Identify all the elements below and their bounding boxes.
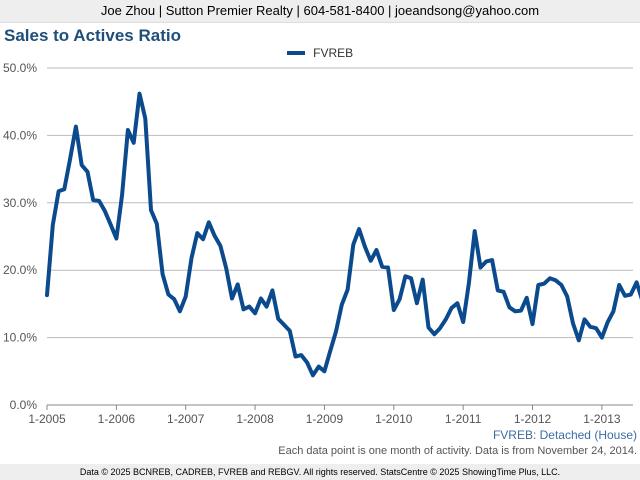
data-note: Each data point is one month of activity… <box>278 445 637 457</box>
contact-text: Joe Zhou | Sutton Premier Realty | 604-5… <box>100 3 540 18</box>
x-tick-label: 1-2013 <box>583 412 621 426</box>
chart-title: Sales to Actives Ratio <box>4 26 181 45</box>
footer-text: Data © 2025 BCNREB, CADREB, FVREB and RE… <box>79 467 561 477</box>
y-tick-label: 30.0% <box>3 196 37 210</box>
legend-label: FVREB <box>313 46 354 60</box>
y-tick-label: 0.0% <box>10 398 38 412</box>
x-tick-label: 1-2005 <box>28 412 66 426</box>
x-tick-label: 1-2008 <box>236 412 274 426</box>
y-tick-label: 10.0% <box>3 331 37 345</box>
x-tick-label: 1-2011 <box>445 412 482 426</box>
copyright-footer: Data © 2025 BCNREB, CADREB, FVREB and RE… <box>0 464 640 480</box>
x-tick-label: 1-2010 <box>375 412 413 426</box>
series-description: FVREB: Detached (House) <box>492 428 637 442</box>
x-tick-label: 1-2012 <box>514 412 552 426</box>
x-tick-label: 1-2006 <box>98 412 136 426</box>
y-tick-label: 20.0% <box>3 263 37 277</box>
x-tick-label: 1-2007 <box>167 412 205 426</box>
y-tick-label: 40.0% <box>3 128 37 142</box>
y-tick-label: 50.0% <box>3 61 37 75</box>
x-tick-label: 1-2009 <box>306 412 344 426</box>
legend-swatch <box>286 50 305 55</box>
contact-banner: Joe Zhou | Sutton Premier Realty | 604-5… <box>0 0 640 23</box>
chart-legend[interactable]: FVREB <box>0 46 640 60</box>
series-line-fvreb <box>45 91 640 378</box>
